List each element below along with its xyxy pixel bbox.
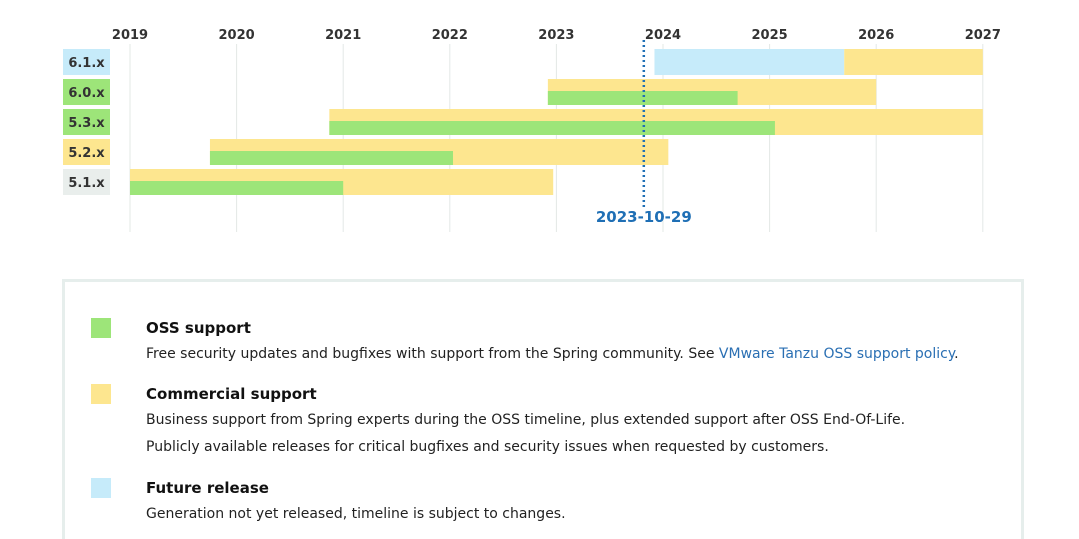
legend-title-future: Future release xyxy=(146,479,269,497)
commercial-swatch xyxy=(91,384,111,404)
version-badge-6-1-x xyxy=(63,49,110,75)
version-badge-5-2-x xyxy=(63,139,110,165)
oss-bar-5-2-x xyxy=(209,151,453,165)
future-bar-6-1-x xyxy=(654,49,845,75)
oss-bar-5-3-x xyxy=(329,121,775,135)
legend-desc-oss-end: . xyxy=(954,346,959,362)
legend-desc-future: Generation not yet released, timeline is… xyxy=(146,506,566,522)
year-label-2019: 2019 xyxy=(112,28,148,43)
year-label-2023: 2023 xyxy=(538,28,574,43)
version-label-5-2-x: 5.2.x xyxy=(68,146,105,161)
legend-panel: OSS support Free security updates and bu… xyxy=(62,279,1024,539)
version-label-5-1-x: 5.1.x xyxy=(68,176,105,191)
oss-swatch xyxy=(91,318,111,338)
today-marker-label: 2023-10-29 xyxy=(596,208,692,226)
year-label-2021: 2021 xyxy=(325,28,361,43)
future-swatch xyxy=(91,478,111,498)
version-label-6-1-x: 6.1.x xyxy=(68,56,105,71)
version-badge-5-3-x xyxy=(63,109,110,135)
version-badge-5-1-x xyxy=(63,169,110,195)
legend-desc-oss-text: Free security updates and bugfixes with … xyxy=(146,346,719,362)
tanzu-oss-policy-link[interactable]: VMware Tanzu OSS support policy xyxy=(718,346,955,362)
year-label-2024: 2024 xyxy=(645,28,681,43)
legend-desc-commercial-1: Business support from Spring experts dur… xyxy=(146,412,906,428)
support-timeline-chart: 2019 2020 2021 2022 2023 2024 2025 2026 2027 6.1.… xyxy=(63,28,1001,232)
legend-title-commercial: Commercial support xyxy=(146,385,317,403)
legend-title-oss: OSS support xyxy=(146,319,251,337)
year-label-2020: 2020 xyxy=(219,28,255,43)
version-badge-6-0-x xyxy=(63,79,110,105)
version-label-6-0-x: 6.0.x xyxy=(68,86,105,101)
oss-bar-6-0-x xyxy=(547,91,738,105)
version-label-5-3-x: 5.3.x xyxy=(68,116,105,131)
oss-bar-5-1-x xyxy=(130,181,344,195)
year-label-2027: 2027 xyxy=(965,28,1001,43)
year-label-2022: 2022 xyxy=(432,28,468,43)
commercial-bar-6-1-x xyxy=(844,49,983,75)
legend-desc-commercial-2: Publicly available releases for critical… xyxy=(146,439,829,455)
legend-desc-oss: Free security updates and bugfixes with … xyxy=(146,346,959,362)
year-label-2025: 2025 xyxy=(752,28,788,43)
year-label-2026: 2026 xyxy=(858,28,894,43)
